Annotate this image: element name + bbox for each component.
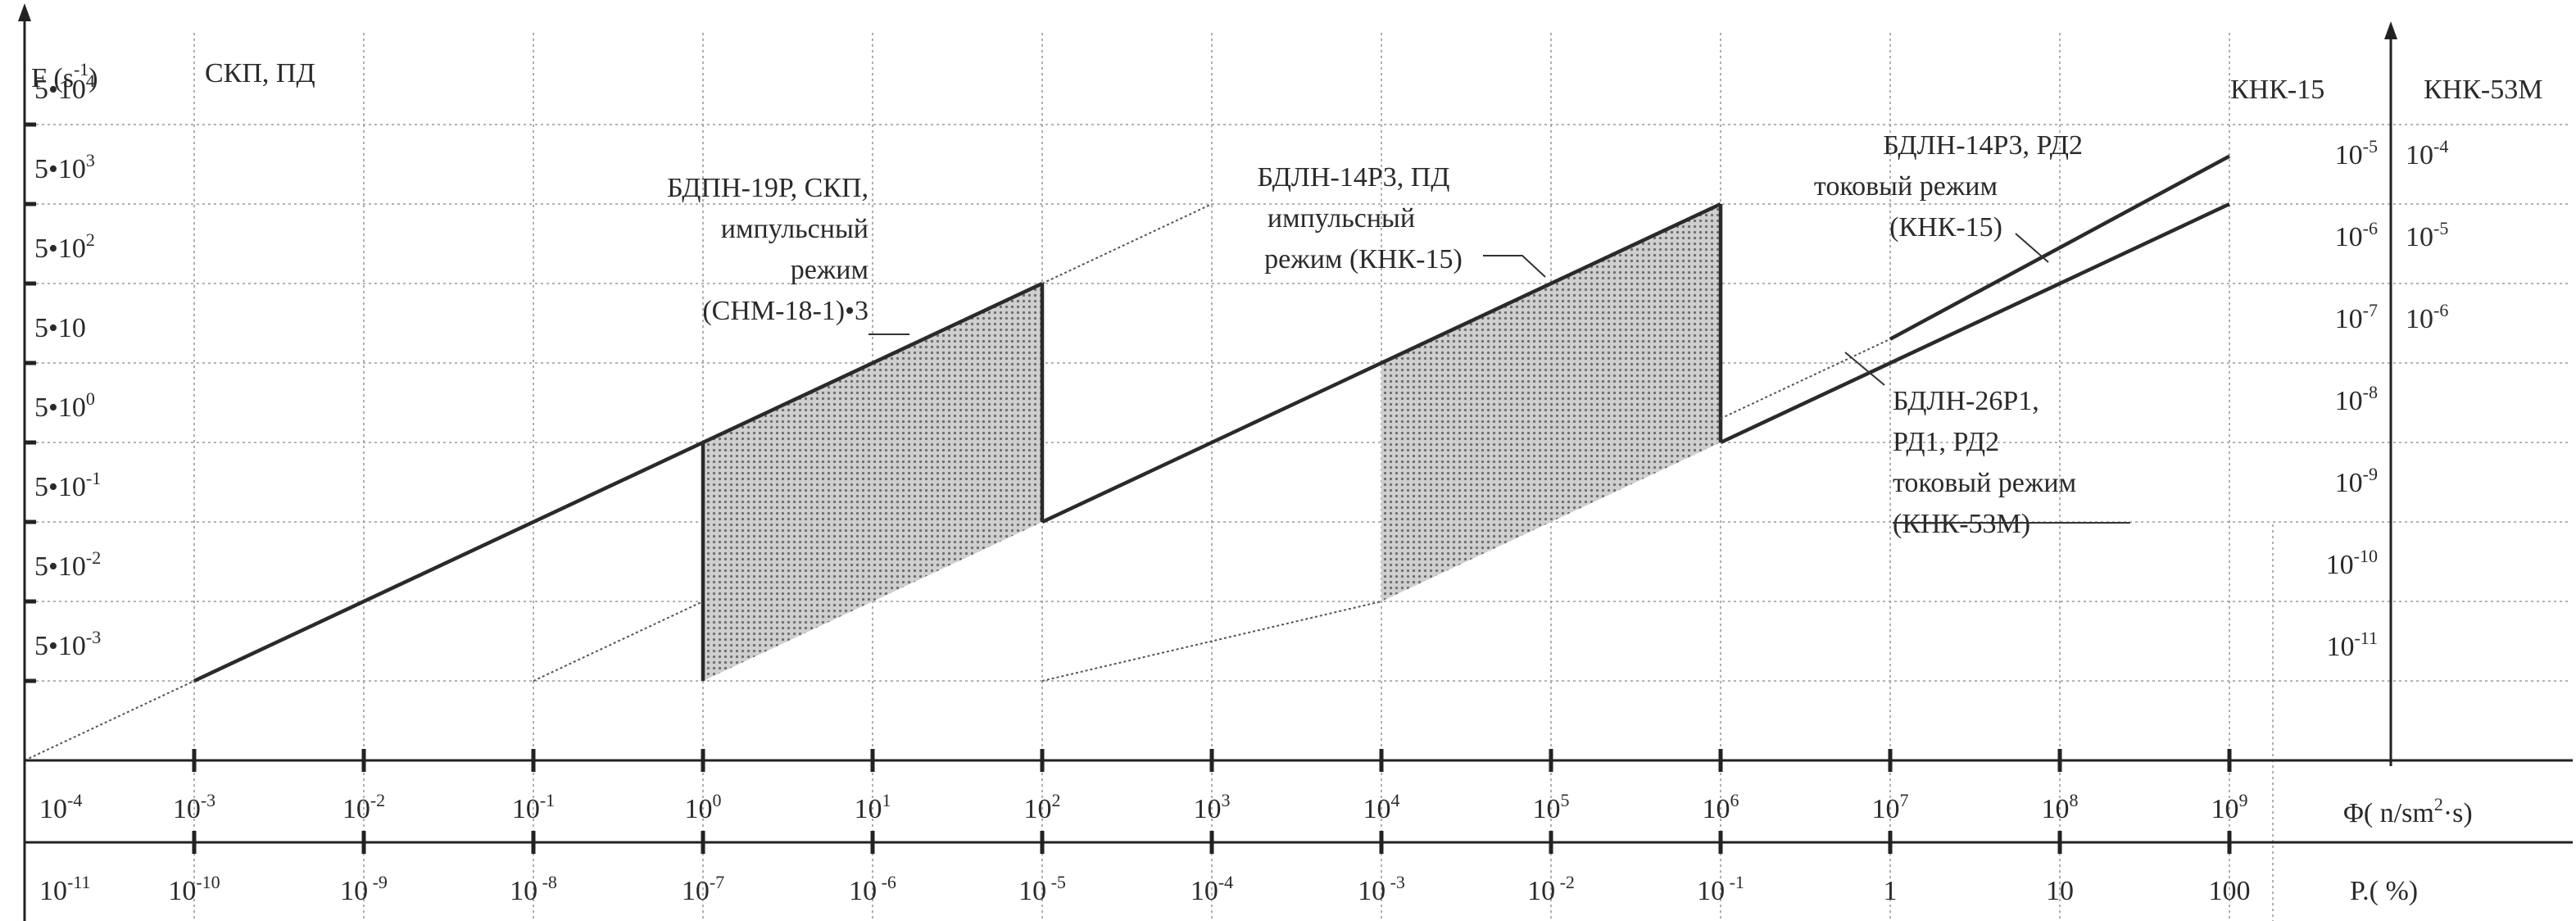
- p-tick-label-8: 10 -3: [1358, 872, 1405, 906]
- series-bdln14pd-lower-dashed: [1041, 601, 1382, 682]
- p-tick-label-2: 10 -9: [340, 872, 388, 906]
- right-axis-arrow: [2384, 21, 2397, 39]
- leader-bdln26: [1844, 352, 1885, 386]
- x-tick-label-7: 103: [1194, 790, 1231, 824]
- x-tick-label-3: 10-1: [512, 790, 555, 824]
- series-bdln14pd-upper: [1041, 202, 1721, 524]
- svg-text:режим: режим: [791, 255, 868, 285]
- svg-text:БДЛН-14Р3, РД2: БДЛН-14Р3, РД2: [1883, 130, 2083, 161]
- p-tick-label-13: 100: [2209, 876, 2251, 906]
- svg-text:(СНМ-18-1)•3: (СНМ-18-1)•3: [702, 296, 868, 326]
- p-axis-title: P.( %): [2350, 876, 2418, 906]
- svg-text:РД1, РД2: РД1, РД2: [1893, 427, 1999, 457]
- p-tick-label-1: 10-10: [168, 872, 220, 906]
- y-tick-label-3: 5•100: [34, 388, 95, 423]
- knk15-tick-label-4: 10-9: [2335, 464, 2378, 498]
- svg-text:(КНК-53М): (КНК-53М): [1893, 509, 2030, 539]
- series-bdln26: [1720, 202, 2230, 445]
- knk53-tick-label-2: 10-6: [2406, 300, 2448, 334]
- knk15-tick-label-6: 10-11: [2326, 628, 2378, 662]
- p-tick-label-9: 10 -2: [1527, 872, 1575, 906]
- series-lines: [24, 154, 2231, 761]
- shaded-regions: [703, 204, 1721, 681]
- x-tick-label-2: 10-2: [342, 790, 385, 824]
- x-tick-label-8: 104: [1363, 790, 1400, 824]
- p-tick-label-0: 10-11: [39, 872, 91, 906]
- knk15-axis-title: КНК-15: [2230, 75, 2324, 105]
- y-tick-label-6: 5•103: [34, 150, 95, 184]
- y-axis-title: F (s-1): [31, 59, 98, 93]
- y-tick-label-0: 5•10-3: [34, 627, 101, 661]
- series-bdpn19-lower-dashed: [533, 601, 704, 682]
- leader-bdln14-pd: [1483, 255, 1546, 278]
- series-bdpn19-upper: [193, 281, 1043, 683]
- knk53-axis-title: КНК-53М: [2424, 75, 2542, 105]
- p-tick-label-6: 10 -5: [1018, 872, 1066, 906]
- y-tick-label-4: 5•10: [34, 313, 86, 343]
- knk53-tick-label-0: 10-4: [2406, 136, 2448, 170]
- svg-text:токовый режим: токовый режим: [1893, 468, 2076, 498]
- svg-text:токовый режим: токовый режим: [1814, 171, 1998, 202]
- p-tick-label-12: 10: [2046, 876, 2074, 906]
- x-tick-label-11: 107: [1872, 790, 1909, 824]
- svg-text:(КНК-15): (КНК-15): [1889, 212, 2002, 243]
- svg-text:импульсный: импульсный: [721, 214, 868, 244]
- y-tick-label-2: 5•10-1: [34, 468, 101, 502]
- series-bdpn19-dashed-start: [24, 680, 195, 761]
- knk15-tick-label-1: 10-6: [2335, 218, 2378, 252]
- x-tick-label-6: 102: [1024, 790, 1061, 824]
- svg-text:БДЛН-14Р3, ПД: БДЛН-14Р3, ПД: [1257, 162, 1449, 193]
- series-bdln14rd2: [1889, 154, 2231, 341]
- p-tick-label-7: 10-4: [1190, 872, 1233, 906]
- top-left-label: СКП, ПД: [205, 58, 315, 88]
- knk15-tick-label-3: 10-8: [2335, 382, 2378, 416]
- x-tick-label-0: 10-4: [39, 790, 82, 824]
- y-tick-label-5: 5•102: [34, 229, 95, 264]
- series-bdln14rd2-dashed: [1720, 338, 1891, 420]
- knk15-tick-label-0: 10-5: [2335, 136, 2378, 170]
- p-tick-label-11: 1: [1884, 876, 1898, 906]
- axes: [18, 3, 2573, 921]
- p-tick-label-4: 10-7: [682, 872, 724, 906]
- y-tick-label-7: 5•104: [34, 70, 95, 105]
- x-tick-label-12: 108: [2042, 790, 2079, 824]
- x-tick-label-9: 105: [1533, 790, 1570, 824]
- annotation-bdln26: БДЛН-26Р1, РД1, РД2 токовый режим (КНК-5…: [1893, 386, 2076, 539]
- knk53-tick-label-1: 10-5: [2406, 218, 2448, 252]
- annotation-bdpn19: БДПН-19Р, СКП, импульсный режим (СНМ-18-…: [667, 173, 868, 326]
- x-tick-label-1: 10-3: [173, 790, 215, 824]
- svg-text:БДЛН-26Р1,: БДЛН-26Р1,: [1893, 386, 2039, 416]
- y-axis-arrow: [18, 3, 31, 21]
- y-tick-label-1: 5•10-2: [34, 547, 101, 582]
- x-tick-label-10: 106: [1703, 790, 1739, 824]
- x-tick-label-5: 101: [855, 790, 891, 824]
- x-tick-label-13: 109: [2211, 790, 2248, 824]
- series-bdpn19-dashed-end: [1041, 203, 1213, 284]
- annotation-bdln14-pd: БДЛН-14Р3, ПД импульсный режим (КНК-15): [1257, 162, 1462, 274]
- p-tick-label-10: 10 -1: [1697, 872, 1744, 906]
- shade-region-bdln14: [1381, 204, 1721, 601]
- x-tick-label-4: 100: [685, 790, 722, 824]
- leader-bdln14-rd2: [2015, 233, 2049, 263]
- knk15-tick-label-2: 10-7: [2335, 300, 2378, 334]
- p-tick-label-3: 10 -8: [510, 872, 557, 906]
- svg-text:режим (КНК-15): режим (КНК-15): [1264, 244, 1463, 274]
- p-tick-label-5: 10 -6: [849, 872, 896, 906]
- knk15-tick-label-5: 10-10: [2326, 546, 2378, 580]
- svg-text:БДПН-19Р, СКП,: БДПН-19Р, СКП,: [667, 173, 868, 203]
- svg-text:импульсный: импульсный: [1268, 203, 1415, 234]
- x-axis-title: Φ( n/sm2·s): [2343, 794, 2473, 828]
- tick-labels: 5•10-3 5•10-2 5•10-1 5•100 5•10 5•102 5•103 5•1…: [34, 70, 2448, 906]
- annotation-bdln14-rd2: БДЛН-14Р3, РД2 токовый режим (КНК-15): [1814, 130, 2083, 243]
- shade-region-bdpn19: [703, 284, 1042, 681]
